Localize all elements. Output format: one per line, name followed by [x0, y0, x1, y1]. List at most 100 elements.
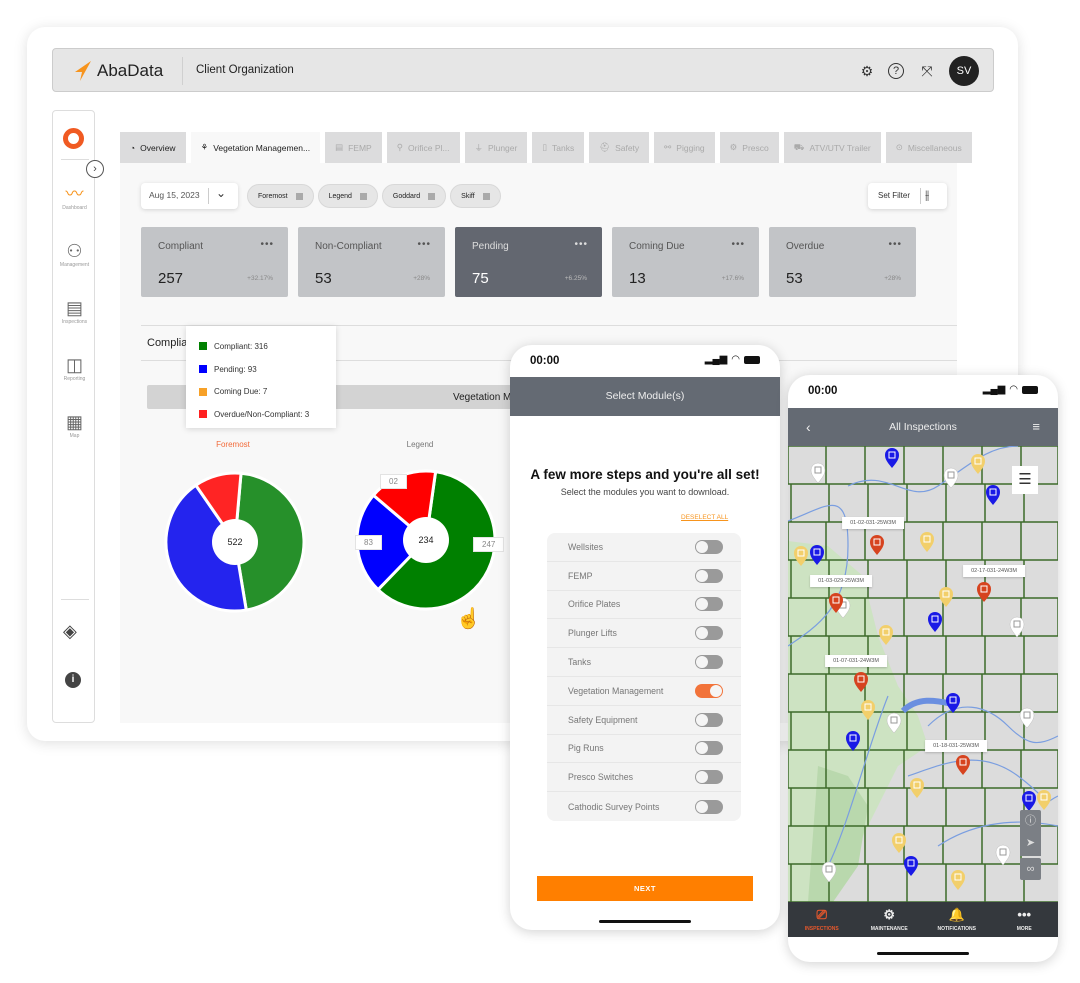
list-view-button[interactable]: ☰ [1012, 466, 1038, 494]
module-toggle[interactable] [695, 741, 723, 756]
blue-inspection-pin[interactable] [885, 448, 899, 468]
red-inspection-pin[interactable] [854, 672, 868, 692]
yellow-inspection-pin[interactable] [861, 700, 875, 720]
nav-more[interactable]: ••• MORE [991, 902, 1059, 937]
tab-femp[interactable]: ▤ FEMP [325, 132, 382, 163]
more-options-icon[interactable]: ••• [417, 239, 431, 250]
yellow-inspection-pin[interactable] [951, 870, 965, 890]
stat-card-compliant[interactable]: Compliant ••• 257 +32.17% [141, 227, 288, 297]
yellow-inspection-pin[interactable] [971, 454, 985, 474]
sidebar-item-management[interactable]: ⚇ Management [53, 240, 96, 268]
module-row[interactable]: Cathodic Survey Points [547, 792, 741, 821]
remove-chip-icon[interactable] [359, 192, 367, 200]
yellow-inspection-pin[interactable] [879, 625, 893, 645]
module-row[interactable]: Orifice Plates [547, 591, 741, 620]
binoculars-icon[interactable]: ∞ [1020, 858, 1041, 880]
yellow-inspection-pin[interactable] [892, 833, 906, 853]
logo[interactable]: AbaData [73, 60, 163, 82]
sidebar-item-dashboard[interactable]: 〰 Dashboard [53, 183, 96, 211]
white-inspection-pin[interactable] [943, 467, 959, 489]
white-inspection-pin[interactable] [1019, 707, 1035, 729]
tab-miscellaneous[interactable]: ⊙ Miscellaneous [885, 132, 972, 163]
help-icon[interactable]: ? [888, 63, 904, 79]
blue-inspection-pin[interactable] [928, 612, 942, 632]
white-inspection-pin[interactable] [810, 462, 826, 484]
locate-icon[interactable]: ➤ [1025, 837, 1036, 849]
more-options-icon[interactable]: ••• [731, 239, 745, 250]
module-toggle[interactable] [695, 683, 723, 698]
remove-chip-icon[interactable] [428, 192, 436, 200]
red-inspection-pin[interactable] [977, 582, 991, 602]
pie-slice[interactable] [164, 483, 248, 613]
yellow-inspection-pin[interactable] [939, 587, 953, 607]
module-row[interactable]: Plunger Lifts [547, 619, 741, 649]
map-location-label[interactable]: 01-18-031-25W3M [925, 740, 987, 752]
more-options-icon[interactable]: ••• [888, 239, 902, 250]
remove-chip-icon[interactable] [295, 192, 303, 200]
filter-chip[interactable]: Legend [317, 184, 378, 208]
tab-atv-utv-trailer[interactable]: ⛟ ATV/UTV Trailer [783, 132, 881, 163]
white-inspection-pin[interactable] [995, 844, 1011, 866]
blue-inspection-pin[interactable] [946, 693, 960, 713]
nav-maintenance[interactable]: ⚙ MAINTENANCE [856, 902, 924, 937]
red-inspection-pin[interactable] [870, 535, 884, 555]
module-row[interactable]: Vegetation Management [547, 677, 741, 706]
module-toggle[interactable] [695, 539, 723, 554]
sidebar-item-map[interactable]: ▦ Map [53, 411, 96, 439]
nav-notifications[interactable]: 🔔 NOTIFICATIONS [923, 902, 991, 937]
deselect-all-link[interactable]: DESELECT ALL [681, 514, 729, 521]
filter-chip[interactable]: Goddard [381, 184, 447, 208]
stat-card-pending[interactable]: Pending ••• 75 +6.25% [455, 227, 602, 297]
sidebar-item-inspections[interactable]: ▤ Inspections [53, 297, 96, 325]
module-row[interactable]: Wellsites [547, 533, 741, 562]
module-toggle[interactable] [695, 712, 723, 727]
back-icon[interactable]: ‹ [806, 419, 811, 435]
nav-inspections[interactable]: ⎚ INSPECTIONS [788, 902, 856, 937]
map-location-label[interactable]: 01-02-031-25W3M [842, 517, 904, 529]
map-location-label[interactable]: 02-17-031-24W3M [963, 565, 1025, 577]
layers-icon[interactable]: ◈ [63, 621, 77, 641]
yellow-inspection-pin[interactable] [920, 532, 934, 552]
blue-inspection-pin[interactable] [846, 731, 860, 751]
filter-icon[interactable]: ≡ [1032, 419, 1040, 434]
map-location-label[interactable]: 01-03-029-25W3M [810, 575, 872, 587]
date-picker[interactable]: Aug 15, 2023 ⌄ [141, 183, 238, 209]
more-options-icon[interactable]: ••• [574, 239, 588, 250]
info-icon[interactable]: i [65, 672, 81, 688]
module-toggle[interactable] [695, 799, 723, 814]
tab-safety[interactable]: ⛑ Safety [589, 132, 650, 163]
yellow-inspection-pin[interactable] [794, 546, 808, 566]
module-row[interactable]: Pig Runs [547, 735, 741, 764]
collapse-icon[interactable]: ⤧ [921, 63, 933, 79]
set-filter-button[interactable]: Set Filter ⫲ [868, 183, 947, 209]
avatar[interactable]: SV [949, 56, 979, 86]
inspection-map[interactable] [788, 446, 1058, 902]
tab-overview[interactable]: ◔ Overview [120, 132, 186, 163]
more-options-icon[interactable]: ••• [260, 239, 274, 250]
red-inspection-pin[interactable] [956, 755, 970, 775]
tab-tanks[interactable]: ▯ Tanks [532, 132, 585, 163]
module-toggle[interactable] [695, 770, 723, 785]
tab-orifice-pl[interactable]: ⚲ Orifice Pl... [386, 132, 460, 163]
tab-pigging[interactable]: ⚯ Pigging [654, 132, 715, 163]
tab-plunger[interactable]: ⏚ Plunger [464, 132, 528, 163]
sidebar-item-reporting[interactable]: ◫ Reporting [53, 354, 96, 382]
red-inspection-pin[interactable] [829, 593, 843, 613]
module-row[interactable]: FEMP [547, 562, 741, 591]
settings-icon[interactable]: ⚙ [860, 63, 874, 79]
app-logo-icon[interactable] [63, 128, 84, 149]
blue-inspection-pin[interactable] [904, 856, 918, 876]
blue-inspection-pin[interactable] [986, 485, 1000, 505]
info-icon[interactable]: ⓘ [1025, 815, 1036, 827]
yellow-inspection-pin[interactable] [1037, 790, 1051, 810]
pie-slice[interactable] [233, 471, 306, 612]
remove-chip-icon[interactable] [482, 192, 490, 200]
stat-card-coming-due[interactable]: Coming Due ••• 13 +17.6% [612, 227, 759, 297]
module-row[interactable]: Presco Switches [547, 763, 741, 793]
stat-card-non-compliant[interactable]: Non-Compliant ••• 53 +28% [298, 227, 445, 297]
module-row[interactable]: Safety Equipment [547, 706, 741, 735]
tab-vegetation-managemen[interactable]: ⚘ Vegetation Managemen... [190, 132, 321, 163]
expand-sidebar-button[interactable]: › [86, 160, 104, 178]
blue-inspection-pin[interactable] [1022, 791, 1036, 811]
chevron-down-icon[interactable]: ⌄ [216, 186, 227, 200]
